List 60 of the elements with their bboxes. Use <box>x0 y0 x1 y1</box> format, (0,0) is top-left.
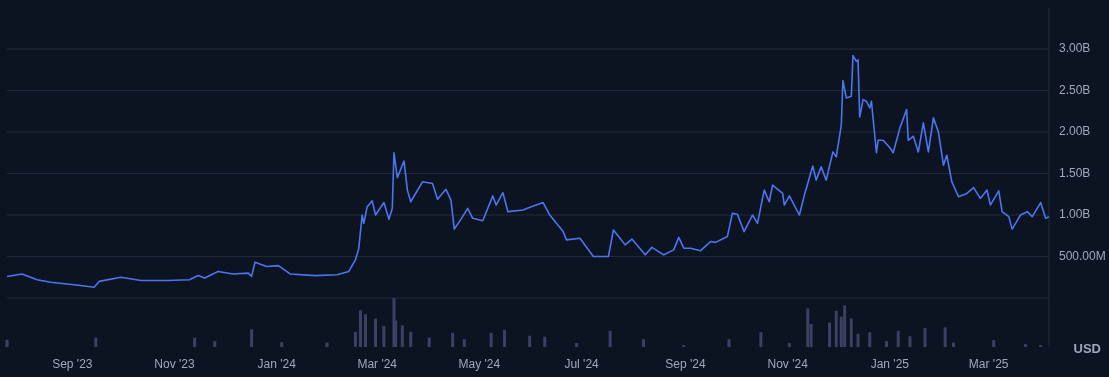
x-tick-label: Nov '24 <box>767 357 809 371</box>
bar <box>943 327 947 347</box>
bar <box>489 332 493 347</box>
x-tick-label: Jul '24 <box>564 357 600 371</box>
y-tick-label: 1.50B <box>1059 165 1091 180</box>
bar <box>325 342 329 347</box>
bar <box>400 325 404 347</box>
bar <box>575 343 579 347</box>
x-tick-label: Sep '24 <box>665 357 706 371</box>
bar <box>451 332 455 347</box>
y-tick-label: 2.00B <box>1059 124 1091 139</box>
bar <box>952 342 956 347</box>
bar <box>364 314 367 347</box>
bar <box>462 339 466 347</box>
bar <box>828 322 832 347</box>
y-axis-title: USD <box>1073 341 1101 357</box>
x-tick-label: Jan '25 <box>870 357 910 371</box>
x-tick-label: Sep '23 <box>52 357 93 371</box>
bar <box>642 339 646 347</box>
x-tick-label: Nov '23 <box>154 357 196 371</box>
y-tick-label: 3.00B <box>1059 41 1091 56</box>
bar <box>213 341 217 347</box>
bar <box>250 329 254 347</box>
bar <box>280 342 284 347</box>
bar <box>834 310 838 347</box>
x-tick-label: Jan '24 <box>257 357 297 371</box>
bar <box>358 310 362 347</box>
x-tick-label: Mar '24 <box>357 357 398 371</box>
bar <box>727 339 731 347</box>
bar <box>608 330 612 347</box>
bar <box>759 332 763 347</box>
bar <box>5 339 9 347</box>
bar <box>409 331 413 347</box>
bar <box>856 333 860 347</box>
line-series <box>6 54 1050 289</box>
bar <box>896 330 900 347</box>
y-tick-label: 2.50B <box>1059 82 1091 97</box>
bar <box>806 308 810 347</box>
bar <box>787 343 791 347</box>
x-tick-label: Mar '25 <box>968 357 1009 371</box>
bar <box>923 327 927 347</box>
bar <box>992 340 996 347</box>
bar <box>528 335 532 347</box>
bar <box>908 336 912 347</box>
bar <box>849 318 853 347</box>
bar <box>868 332 872 347</box>
x-tick-label: May '24 <box>458 357 501 371</box>
bar <box>427 337 431 347</box>
bar <box>382 325 386 347</box>
y-tick-label: 1.00B <box>1059 207 1091 222</box>
y-tick-label: 500.00M <box>1059 248 1106 263</box>
bar <box>353 331 357 347</box>
bar <box>94 337 98 347</box>
bar <box>374 318 378 347</box>
bar <box>543 336 547 347</box>
bar <box>885 341 888 347</box>
bar <box>1024 344 1028 347</box>
bar <box>503 329 507 347</box>
bar <box>843 305 847 347</box>
bar <box>193 337 197 347</box>
